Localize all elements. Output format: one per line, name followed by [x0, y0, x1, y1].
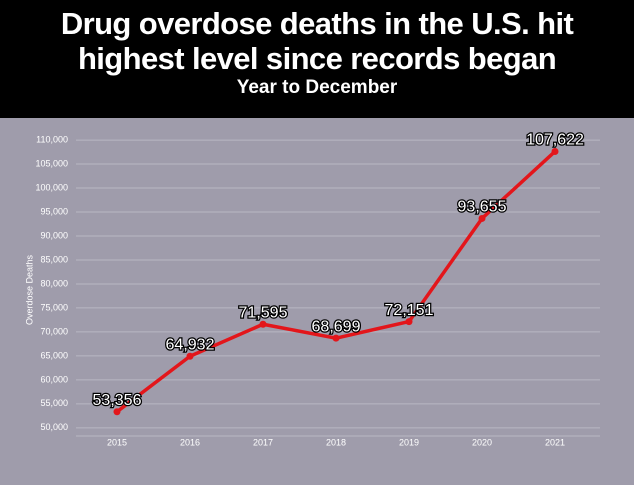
value-label: 107,622	[526, 132, 584, 149]
y-tick-label: 50,000	[40, 422, 68, 432]
y-tick-label: 80,000	[40, 278, 68, 288]
x-tick-label: 2015	[107, 437, 127, 447]
value-label: 68,699	[312, 318, 361, 335]
point	[259, 320, 267, 328]
x-tick-label: 2018	[326, 437, 346, 447]
y-tick-label: 60,000	[40, 374, 68, 384]
value-label: 64,932	[166, 336, 215, 353]
y-tick-label: 70,000	[40, 326, 68, 336]
value-label: 53,356	[93, 392, 142, 409]
y-tick-label: 110,000	[36, 134, 68, 144]
point	[332, 334, 340, 342]
value-label: 72,151	[385, 302, 434, 319]
y-tick-label: 65,000	[40, 350, 68, 360]
chart-title: Drug overdose deaths in the U.S. hit hig…	[60, 6, 574, 76]
x-tick-label: 2017	[253, 437, 273, 447]
point	[551, 147, 559, 155]
x-tick-label: 2019	[399, 437, 419, 447]
value-label: 71,595	[239, 304, 288, 321]
y-tick-label: 85,000	[40, 254, 68, 264]
point	[405, 318, 413, 326]
y-tick-label: 105,000	[35, 158, 68, 168]
y-tick-label: 90,000	[40, 230, 68, 240]
x-tick-label: 2020	[472, 437, 492, 447]
chart-subtitle: Year to December	[236, 77, 398, 98]
x-tick-label: 2021	[545, 437, 565, 447]
header: Drug overdose deaths in the U.S. hit hig…	[0, 0, 634, 118]
y-tick-label: 75,000	[40, 302, 68, 312]
point	[478, 214, 486, 222]
point	[186, 352, 194, 360]
x-tick-label: 2016	[180, 437, 200, 447]
y-axis-label: Overdose Deaths	[24, 254, 34, 325]
y-tick-label: 100,000	[35, 182, 68, 192]
y-tick-label: 55,000	[40, 398, 68, 408]
value-label: 93,655	[458, 199, 507, 216]
line	[115, 150, 557, 414]
y-tick-label: 95,000	[40, 206, 68, 216]
point	[113, 408, 121, 416]
